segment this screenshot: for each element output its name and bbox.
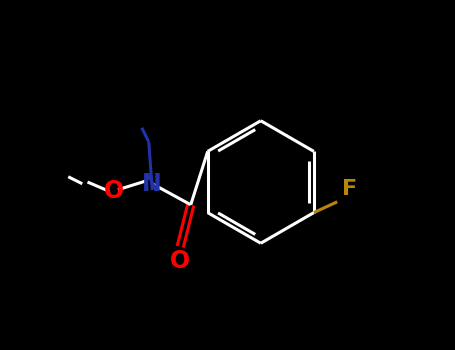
- Text: N: N: [142, 172, 162, 196]
- Text: F: F: [342, 178, 357, 199]
- Text: O: O: [104, 179, 124, 203]
- Text: O: O: [170, 248, 190, 273]
